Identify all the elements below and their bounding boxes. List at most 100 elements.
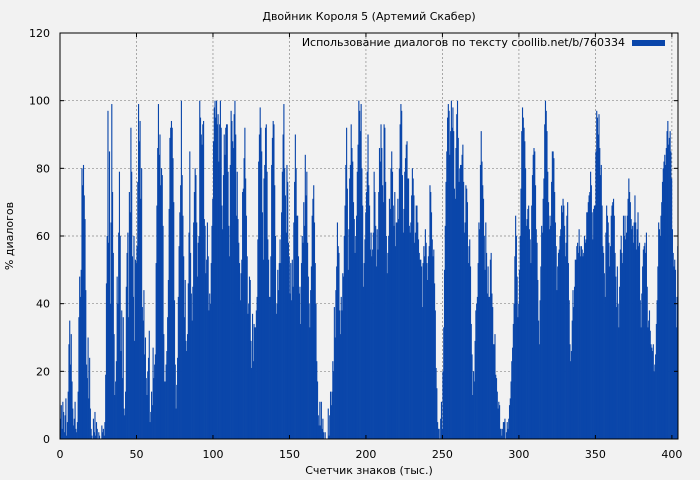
data-bar (105, 283, 108, 439)
data-bar (313, 185, 315, 439)
data-bar (336, 266, 338, 439)
data-bar (426, 263, 428, 439)
data-bar (442, 371, 444, 439)
data-bar (199, 117, 202, 439)
data-bar (535, 229, 537, 439)
data-bar (290, 300, 293, 439)
data-bar (173, 202, 175, 439)
data-bar (605, 232, 607, 439)
data-bar (563, 205, 565, 439)
data-bar (193, 222, 195, 439)
data-bar (60, 418, 62, 439)
data-bar (241, 259, 243, 439)
data-bar (414, 242, 416, 439)
data-bar (648, 320, 650, 439)
data-bar (250, 340, 252, 439)
data-bar (626, 215, 628, 439)
data-bar (643, 246, 645, 439)
data-bar (582, 256, 584, 439)
data-bar (498, 401, 500, 439)
data-bar (401, 175, 404, 439)
data-bar (227, 171, 229, 439)
data-bar (578, 229, 580, 439)
x-tick-label: 100 (202, 448, 223, 461)
data-bar (573, 286, 576, 439)
data-bar (575, 259, 577, 439)
data-bar (136, 246, 138, 439)
data-bar (515, 215, 517, 439)
data-bar (388, 236, 390, 439)
data-bar (180, 185, 182, 439)
data-bar (219, 124, 221, 439)
data-bar (247, 313, 249, 439)
data-bar (511, 361, 513, 439)
data-bar (450, 131, 452, 439)
data-bar (144, 337, 147, 439)
data-bar (445, 181, 447, 439)
data-bar (320, 401, 322, 439)
data-bar (60, 405, 62, 439)
data-bar (424, 229, 426, 439)
data-bar (150, 411, 152, 439)
data-bar (120, 351, 122, 439)
legend-swatch (632, 40, 665, 46)
data-bar (175, 408, 177, 439)
data-bar (267, 239, 269, 439)
data-bar (211, 225, 213, 439)
data-bar (316, 361, 318, 439)
data-bar (146, 395, 148, 439)
data-bar (266, 171, 268, 439)
data-bar (107, 110, 109, 440)
data-bar (453, 188, 456, 439)
data-bar (414, 232, 417, 439)
data-bar (601, 205, 603, 439)
data-bar (251, 367, 253, 439)
data-bar (382, 202, 384, 439)
data-bar (164, 381, 166, 439)
data-bar (339, 334, 342, 439)
data-bar (116, 276, 118, 439)
data-bar (570, 361, 572, 439)
data-bar (469, 239, 471, 439)
y-tick-label: 80 (36, 162, 50, 175)
data-bar (115, 361, 117, 439)
data-bar (296, 215, 298, 439)
data-bar (368, 185, 370, 439)
data-bar (512, 323, 514, 439)
data-bar (641, 293, 643, 439)
data-bar (649, 330, 651, 439)
data-bar (183, 256, 185, 439)
data-bar (344, 205, 346, 439)
data-bar (293, 222, 295, 439)
data-bar (349, 164, 351, 439)
data-bar (491, 293, 493, 439)
data-bar (104, 422, 106, 439)
data-bar (147, 357, 150, 439)
data-bar (255, 327, 257, 439)
data-bar (272, 120, 274, 439)
data-bar (417, 222, 419, 439)
data-bar (363, 263, 365, 439)
data-bar (352, 161, 354, 440)
data-bar (240, 273, 242, 439)
data-bar (560, 229, 562, 439)
data-bar (670, 151, 672, 439)
data-bar (590, 171, 592, 439)
data-bar (329, 391, 332, 439)
data-bar (151, 391, 153, 439)
data-bar (184, 279, 186, 439)
data-bar (494, 334, 496, 439)
data-bar (493, 344, 495, 439)
data-bar (215, 117, 217, 439)
data-bar (420, 259, 422, 439)
data-bar (302, 242, 304, 439)
data-bar (359, 131, 361, 439)
data-bar (140, 198, 142, 439)
data-bar (518, 269, 521, 439)
data-bar (303, 202, 305, 439)
data-bar (305, 195, 307, 439)
data-bar (503, 422, 505, 439)
data-bar (431, 239, 433, 439)
data-bar (76, 432, 78, 439)
data-bar (538, 320, 540, 439)
